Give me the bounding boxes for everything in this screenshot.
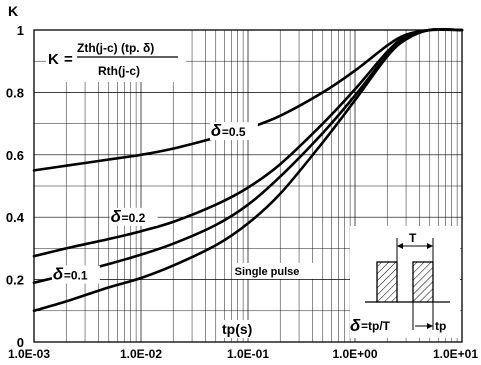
series-line-2: [32, 28, 464, 284]
period-arrowhead-right: [427, 243, 433, 249]
formula-numerator: Zth(j-c) (tp. δ): [77, 41, 154, 55]
pulse-1: [376, 261, 398, 303]
series-label-value-0: =0.5: [222, 125, 246, 139]
x-tick-label: 1.0E-01: [227, 347, 269, 361]
y-axis-label: K: [8, 3, 18, 19]
x-tick-label: 1.0E+01: [433, 347, 478, 361]
period-arrowhead-left: [397, 243, 403, 249]
pulse-width-arrowhead: [427, 323, 433, 329]
series-label-bg-0: [209, 122, 258, 141]
series-label-bg-3: [232, 262, 319, 279]
pulse-width-label: tp: [435, 319, 446, 333]
y-tick-label: 0.6: [6, 148, 24, 163]
x-tick-label: 1.0E-02: [120, 347, 162, 361]
pulse-diagram-background: [350, 226, 460, 338]
x-axis-label: tp(s): [222, 321, 252, 337]
formula-background: [46, 30, 186, 82]
x-tick-label: 1.0E-03: [8, 347, 50, 361]
pulse-diagram: T tp δ =tp/T: [350, 226, 460, 338]
y-tick-label: 0.2: [6, 273, 24, 288]
series-line-1: [32, 28, 464, 258]
series-line-3: [32, 27, 464, 313]
formula-denominator: Rth(j-c): [98, 64, 140, 78]
plot-frame: [33, 29, 463, 343]
y-tick-label: 0.4: [6, 210, 25, 225]
series-label-3: Single pulse: [235, 266, 300, 278]
series-label-bg-2: [51, 265, 100, 284]
formula-lhs: K: [48, 51, 59, 68]
series-label-value-2: =0.1: [64, 269, 88, 283]
curves: [32, 27, 464, 313]
series-label-symbol-0: δ: [211, 121, 222, 140]
y-tick-label: 0: [17, 335, 24, 350]
series-label-symbol-2: δ: [53, 265, 64, 284]
y-tick-label: 0.8: [6, 85, 24, 100]
duty-cycle-symbol: δ: [350, 316, 361, 335]
ticks: 1.0E-03 1.0E-02 1.0E-01 1.0E+00 1.0E+01 0 0.2 0…: [6, 23, 478, 361]
x-tick-label: 1.0E+00: [332, 347, 377, 361]
x-axis-label-background: [218, 320, 264, 338]
series-label-symbol-1: δ: [111, 207, 122, 226]
series-label-bg-1: [109, 207, 158, 226]
series-labels: δ =0.5δ =0.2δ =0.1 Single pulse: [51, 121, 319, 284]
duty-cycle-formula: =tp/T: [361, 319, 391, 333]
period-label: T: [409, 231, 417, 245]
y-tick-label: 1: [17, 23, 24, 38]
series-label-value-1: =0.2: [122, 211, 146, 225]
pulse-2: [412, 261, 434, 303]
series-line-0: [32, 28, 464, 172]
formula-equals: =: [64, 51, 73, 68]
